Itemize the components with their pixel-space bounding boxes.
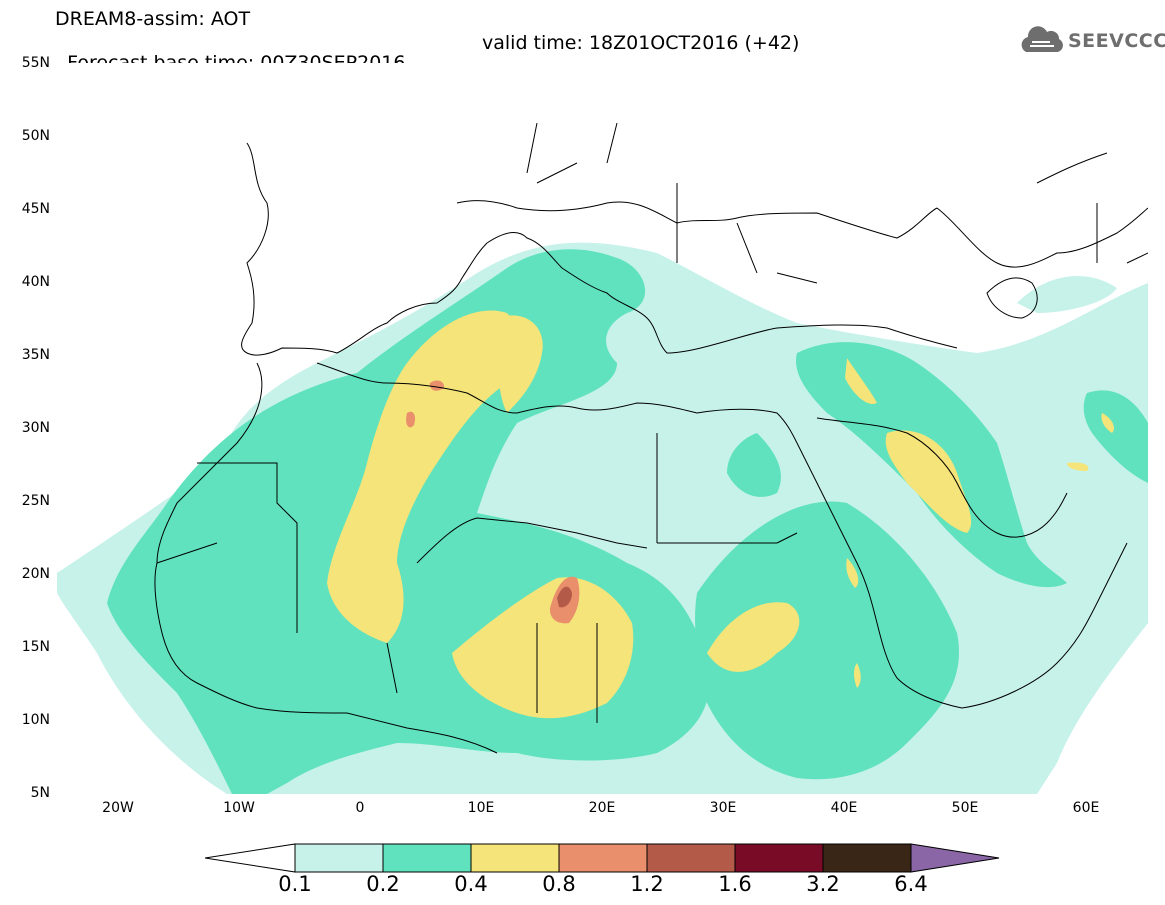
coastlines — [154, 122, 1148, 754]
lon-label-10w: 10W — [223, 800, 255, 816]
colorbar-label-3-2: 3.2 — [806, 872, 840, 896]
lat-label-5n: 5N — [30, 785, 50, 801]
colorbar-label-0-2: 0.2 — [366, 872, 400, 896]
lat-label-50n: 50N — [21, 128, 50, 144]
colorbar-bin-7 — [822, 843, 912, 873]
colorbar-bin-3 — [470, 843, 560, 873]
colorbar-arrow-right — [910, 843, 1000, 873]
lat-label-20n: 20N — [21, 566, 50, 582]
aot-map — [57, 63, 1148, 794]
colorbar-bin-6 — [734, 843, 824, 873]
aot-band-1-2 — [557, 586, 572, 608]
cloud-icon — [1021, 26, 1063, 52]
lon-label-20w: 20W — [102, 800, 134, 816]
colorbar-bin-5 — [646, 843, 736, 873]
lon-label-30e: 30E — [709, 800, 737, 816]
lon-label-0: 0 — [355, 800, 365, 816]
lat-label-45n: 45N — [21, 201, 50, 217]
colorbar-label-0-4: 0.4 — [454, 872, 488, 896]
seevccc-logo: SEEVCCC — [1018, 24, 1165, 58]
lat-label-10n: 10N — [21, 712, 50, 728]
lat-label-30n: 30N — [21, 420, 50, 436]
colorbar — [205, 843, 1000, 873]
colorbar-bin-2 — [382, 843, 472, 873]
lon-label-40e: 40E — [830, 800, 858, 816]
colorbar-arrow-left — [205, 843, 296, 873]
valid-time-text: valid time: 18Z01OCT2016 (+42) — [482, 32, 800, 54]
lat-label-15n: 15N — [21, 639, 50, 655]
lon-label-50e: 50E — [951, 800, 979, 816]
colorbar-label-1-6: 1.6 — [718, 872, 752, 896]
lat-label-25n: 25N — [21, 493, 50, 509]
colorbar-label-1-2: 1.2 — [630, 872, 664, 896]
colorbar-label-0-1: 0.1 — [278, 872, 312, 896]
colorbar-bin-4 — [558, 843, 648, 873]
lat-label-35n: 35N — [21, 347, 50, 363]
lon-label-10e: 10E — [467, 800, 495, 816]
colorbar-label-0-8: 0.8 — [542, 872, 576, 896]
aot-band-0-4 — [327, 310, 1114, 719]
lon-label-60e: 60E — [1072, 800, 1100, 816]
colorbar-label-6-4: 6.4 — [894, 872, 928, 896]
lon-label-20e: 20E — [588, 800, 616, 816]
lat-label-55n: 55N — [21, 55, 50, 71]
lat-label-40n: 40N — [21, 274, 50, 290]
colorbar-bin-1 — [294, 843, 384, 873]
logo-text: SEEVCCC — [1068, 30, 1165, 52]
map-title: DREAM8-assim: AOT — [55, 8, 251, 30]
